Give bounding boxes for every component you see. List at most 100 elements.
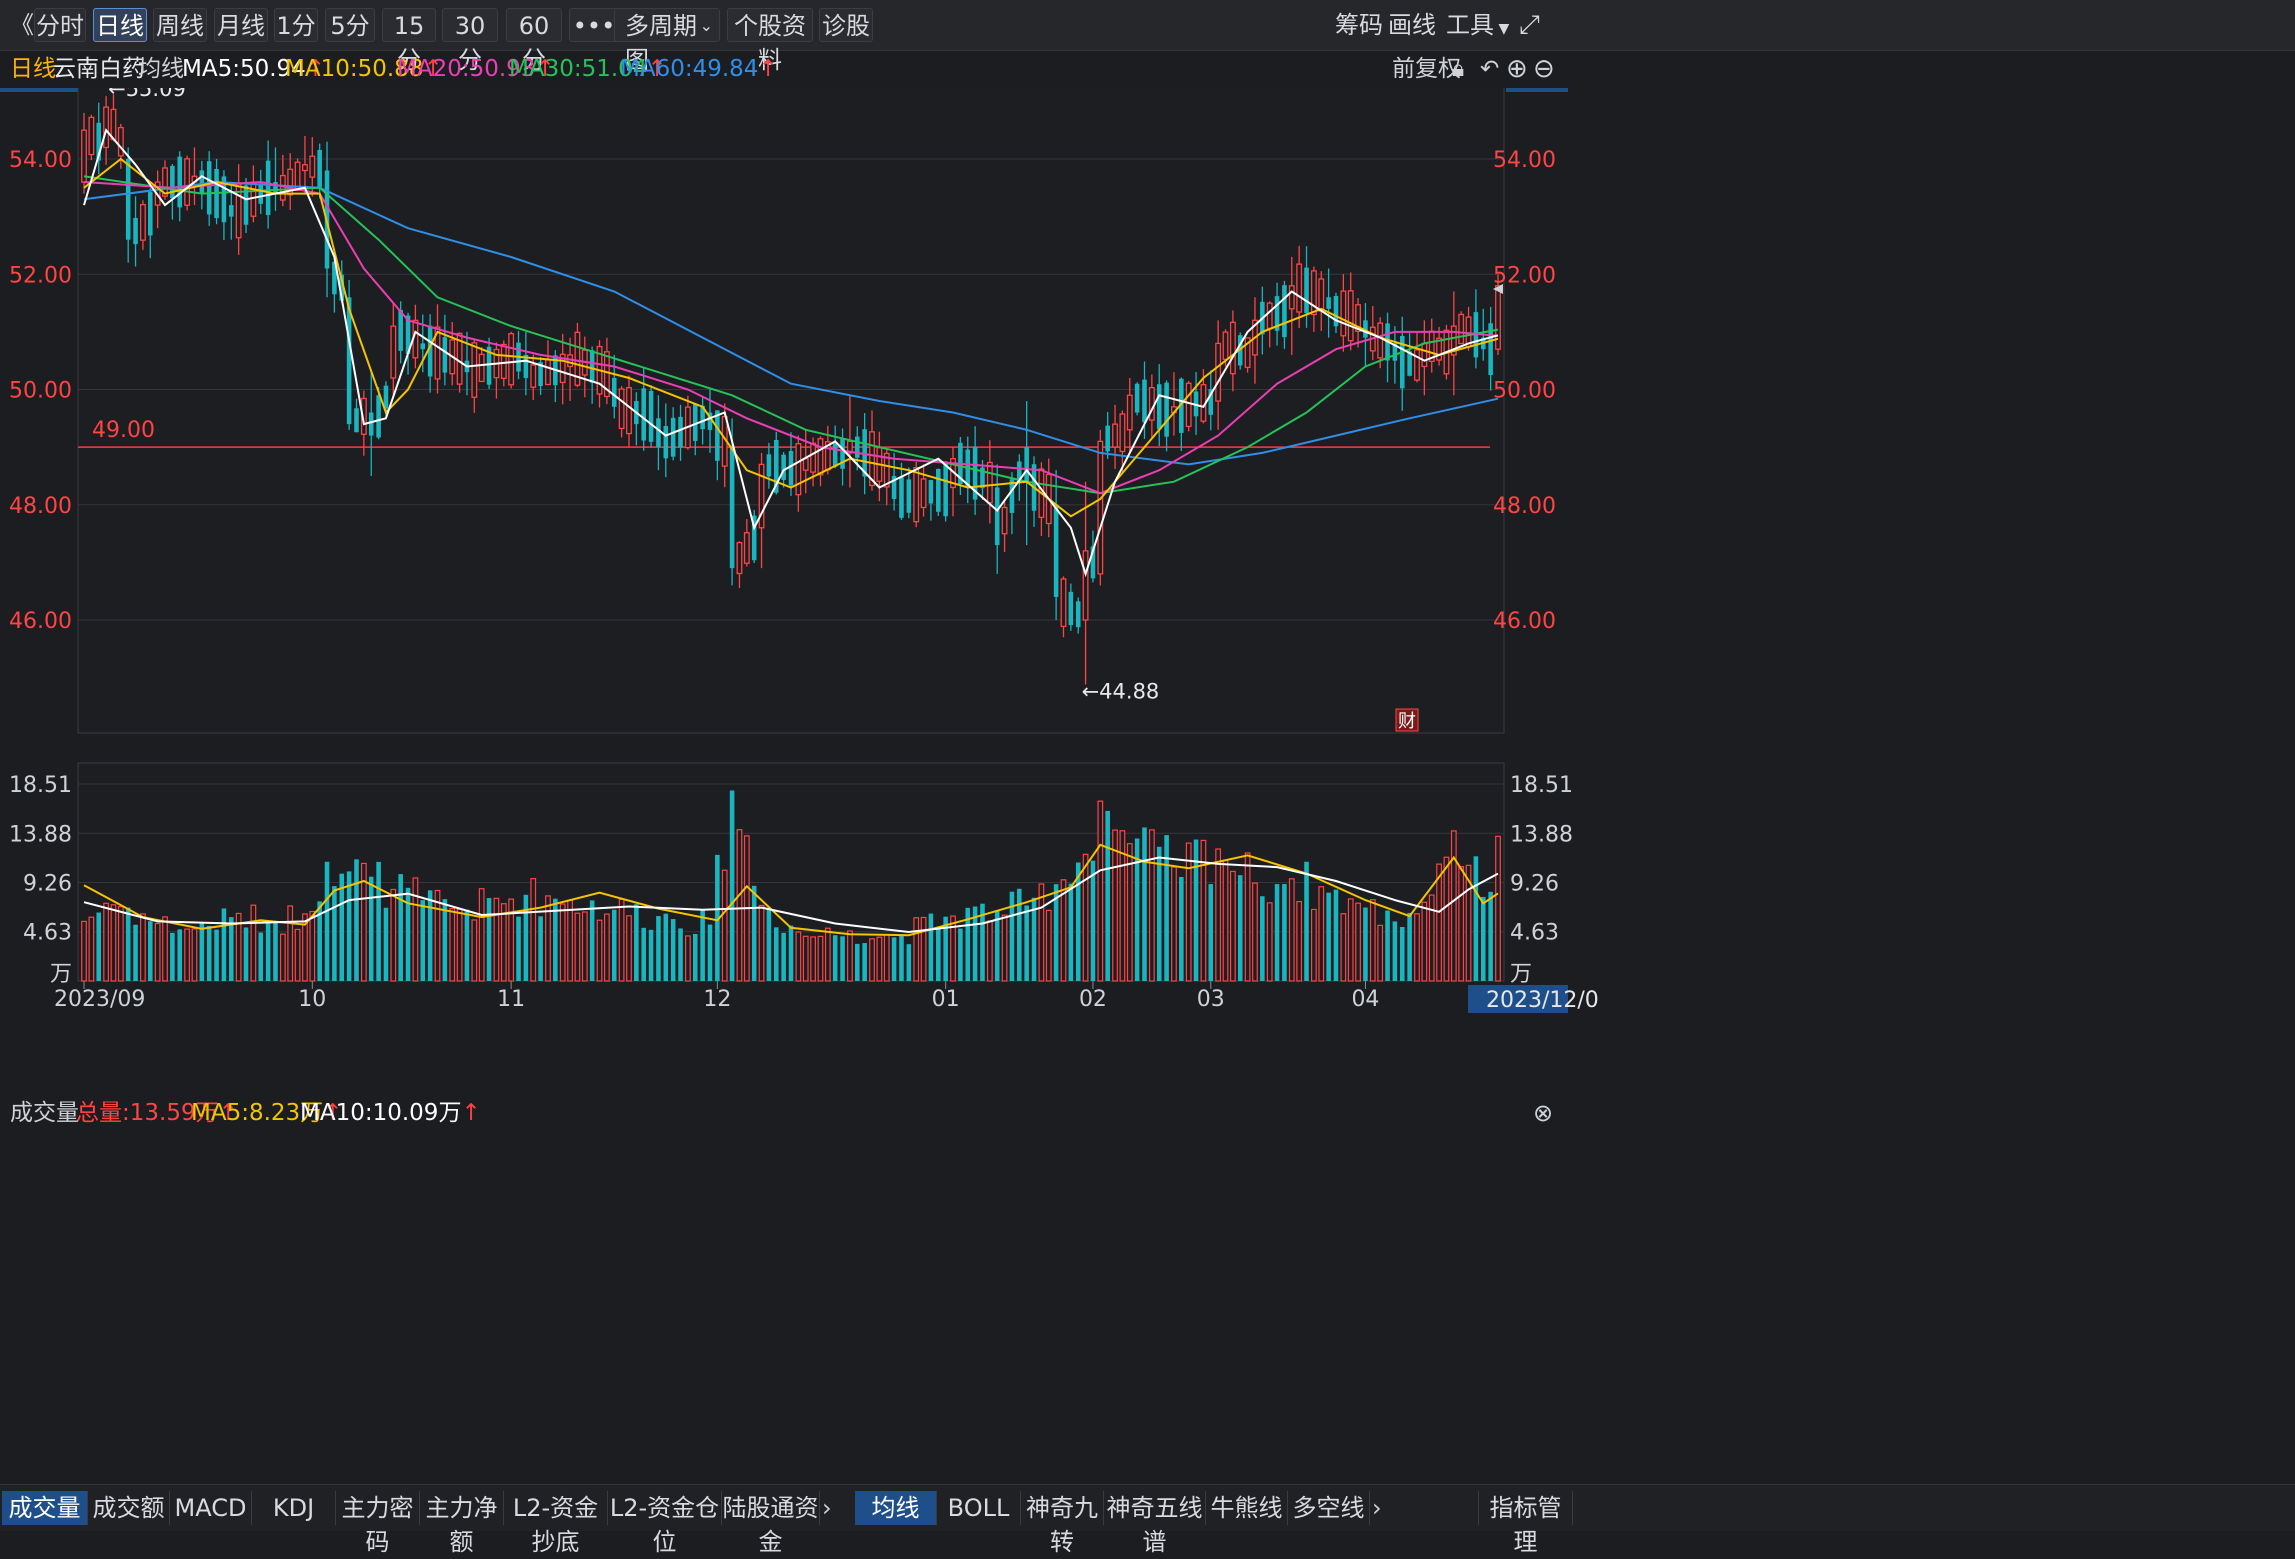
candle-body [972, 446, 978, 500]
period-button-8[interactable]: 60分 [506, 8, 562, 74]
indicator-tab-6[interactable]: L2-资金抄底 [504, 1491, 608, 1556]
volume-bar [692, 933, 698, 981]
candle-body [840, 438, 845, 469]
indicator-tab-7[interactable]: L2-资金仓位 [608, 1491, 722, 1556]
overlay-tab-0[interactable]: 均线 [855, 1491, 937, 1525]
volume-title: 成交量 [10, 1100, 79, 1126]
price-tick-right: 46.00 [1493, 609, 1556, 634]
period-button-6[interactable]: 15分 [382, 8, 436, 74]
candle-body [1266, 302, 1273, 329]
candle-body [913, 467, 920, 523]
undo-icon[interactable]: ↶ [1480, 56, 1500, 82]
overlay-tab-5[interactable]: 多空线 [1288, 1491, 1370, 1525]
candle-body [899, 477, 904, 518]
volume-bar [427, 890, 433, 981]
stock-info-button[interactable]: 个股资料 [727, 8, 813, 74]
overlay-tab-4[interactable]: 牛熊线 [1206, 1491, 1288, 1525]
zoom-out-icon[interactable]: ⊖ [1533, 54, 1555, 84]
candle-body [1082, 550, 1089, 621]
multi-period-dropdown[interactable]: 多周期图 ⌄ [614, 8, 720, 74]
chevron-right-icon[interactable]: › [1372, 1494, 1382, 1522]
volume-bar [986, 920, 993, 982]
volume-bar [346, 871, 352, 981]
volume-bar [751, 885, 757, 981]
candle-body [434, 326, 441, 380]
period-button-1[interactable]: 日线 [93, 8, 147, 42]
expand-icon[interactable]: ⤢ [1519, 10, 1540, 40]
volume-bar [906, 944, 912, 981]
indicator-tab-0[interactable]: 成交量 [2, 1491, 88, 1525]
period-button-4[interactable]: 1分 [274, 8, 318, 42]
candle-body [1495, 285, 1501, 350]
candle-body [103, 106, 110, 149]
diagnose-button[interactable]: 诊股 [819, 8, 873, 42]
kline-chart[interactable]: 54.00 54.00 52.00 52.00 50.00 50.00 48.00 48.00… [0, 88, 2295, 1518]
indicator-tab-4[interactable]: 主力密码 [336, 1491, 420, 1556]
volume-bar [1407, 912, 1412, 981]
period-button-0[interactable]: 分时 [34, 8, 86, 42]
volume-bar [950, 915, 956, 982]
candle-body [715, 410, 720, 461]
period-button-3[interactable]: 月线 [214, 8, 268, 42]
overlay-tab-3[interactable]: 神奇五线谱 [1104, 1491, 1206, 1556]
candle-body [125, 159, 131, 240]
more-periods-button[interactable]: ••• [569, 8, 619, 42]
volume-bar [1392, 921, 1398, 981]
candle-body [229, 205, 234, 217]
draw-button[interactable]: 画线 [1388, 11, 1436, 39]
volume-bar [943, 916, 948, 981]
volume-bar [96, 912, 102, 981]
adjust-dropdown[interactable]: 前复权 [1392, 56, 1461, 82]
volume-bar [559, 903, 566, 982]
arrow-up-icon: ↑ [461, 1100, 481, 1126]
indicator-tab-1[interactable]: 成交额 [88, 1491, 170, 1525]
volume-tick-right: 13.88 [1510, 822, 1573, 847]
indicator-manage-button[interactable]: 指标管理 [1478, 1491, 1573, 1556]
ma30-text: MA30:51.04 [509, 56, 648, 82]
tools-button[interactable]: 工具 ▼ [1446, 8, 1509, 42]
volume-bar [221, 908, 227, 981]
period-button-2[interactable]: 周线 [153, 8, 207, 42]
candle-body [1458, 313, 1465, 345]
volume-bar [1097, 800, 1104, 982]
chevron-right-icon[interactable]: › [822, 1494, 832, 1522]
overlay-tab-1[interactable]: BOLL [937, 1491, 1021, 1525]
price-top-label-right-bg [1506, 88, 1568, 92]
candle-body [700, 405, 705, 430]
chips-button[interactable]: 筹码 [1335, 11, 1383, 39]
candle-body [1347, 290, 1354, 342]
candle-body [162, 167, 168, 197]
close-icon[interactable]: ⊗ [1533, 1099, 1554, 1127]
period-button-5[interactable]: 5分 [325, 8, 375, 42]
lock-icon[interactable]: 🔒︎ [1452, 56, 1465, 82]
arrow-up-icon: ↑ [305, 56, 326, 82]
volume-bar [1333, 889, 1339, 981]
date-label: 01 [932, 987, 960, 1012]
period-button-7[interactable]: 30分 [442, 8, 498, 74]
volume-ma10-line [83, 856, 1499, 934]
volume-bar [1428, 894, 1435, 982]
volume-bar [294, 928, 301, 982]
zoom-in-icon[interactable]: ⊕ [1506, 54, 1528, 84]
volume-bar [81, 920, 87, 982]
indicator-tab-3[interactable]: KDJ [252, 1491, 336, 1525]
volume-bar [965, 907, 971, 981]
volume-bar [567, 899, 573, 982]
date-label: 2023/09 [54, 987, 145, 1012]
candle-body [574, 331, 581, 386]
collapse-icon[interactable]: 《 [10, 11, 34, 39]
volume-bar [1164, 835, 1169, 981]
ma10-value: MA10:50.88↑ [285, 51, 443, 87]
candle-body [96, 122, 102, 161]
candle-body [559, 353, 566, 384]
volume-unit-right: 万 [1510, 962, 1532, 987]
overlay-tab-2[interactable]: 神奇九转 [1021, 1491, 1104, 1556]
indicator-tab-2[interactable]: MACD [170, 1491, 252, 1525]
volume-bar [1318, 886, 1325, 982]
candle-body [110, 108, 117, 141]
volume-bar [184, 928, 190, 982]
indicator-tab-8[interactable]: 陆股通资金 [722, 1491, 820, 1556]
indicator-tab-5[interactable]: 主力净额 [420, 1491, 504, 1556]
volume-bar [781, 932, 786, 981]
volume-bar [766, 909, 772, 981]
